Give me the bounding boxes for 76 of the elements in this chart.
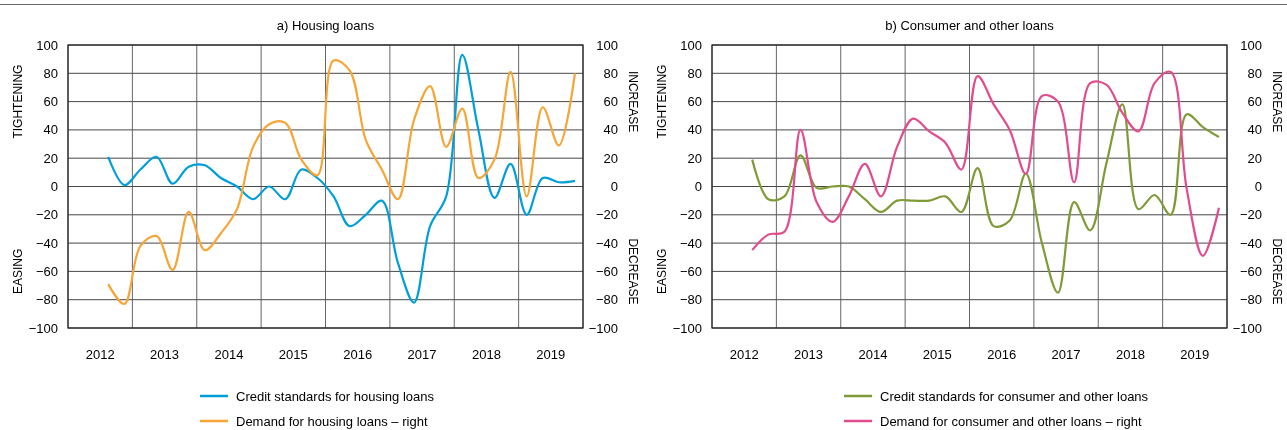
text: TIGHTENING	[655, 64, 669, 139]
y2-tick-label: −80	[595, 292, 618, 308]
y2-tick-label: 80	[1247, 65, 1262, 81]
y2-tick-label: −100	[588, 320, 618, 336]
legend-label: Demand for consumer and other loans – right	[880, 413, 1142, 429]
y-tick-label: 80	[687, 65, 702, 81]
x-tick-label: 2015	[922, 347, 952, 362]
y-tick-label: −20	[679, 207, 702, 223]
y-tick-label: −80	[35, 292, 58, 308]
y-tick-label: 60	[687, 94, 702, 110]
y2-tick-label: −40	[595, 235, 618, 251]
y-tick-label: 0	[50, 179, 58, 194]
y2-tick-label: 0	[610, 179, 618, 194]
x-tick-label: 2012	[85, 347, 115, 362]
y-tick-label: 100	[36, 37, 58, 53]
y-tick-label: 0	[694, 179, 702, 194]
y-tick-label: −100	[28, 320, 58, 336]
text: EASING	[655, 248, 669, 295]
y-tick-label: −20	[35, 207, 58, 223]
y2-tick-label: −20	[1239, 207, 1262, 223]
y-tick-label: −60	[35, 263, 58, 279]
y-tick-label: 40	[687, 122, 702, 138]
text: TIGHTENING	[11, 64, 25, 139]
y-tick-label: −40	[679, 235, 702, 251]
y-tick-label: −60	[679, 263, 702, 279]
text: DECREASE	[1270, 238, 1284, 305]
y-tick-label: −100	[672, 320, 702, 336]
line-series	[751, 70, 1221, 257]
y2-tick-label: 60	[603, 94, 618, 110]
x-tick-label: 2015	[278, 347, 308, 362]
y2-tick-label: −80	[1239, 292, 1262, 308]
chart-title: b) Consumer and other loans	[885, 18, 1055, 33]
x-tick-label: 2014	[858, 347, 888, 362]
y2-tick-label: −60	[595, 263, 618, 279]
text: INCREASE	[626, 70, 640, 133]
text: EASING	[11, 248, 25, 295]
y2-tick-label: −60	[1239, 263, 1262, 279]
y2-tick-label: 40	[1247, 122, 1262, 138]
y-tick-label: 20	[43, 150, 58, 166]
x-tick-label: 2013	[150, 347, 180, 362]
y2-tick-label: 20	[1247, 150, 1262, 166]
text: DECREASE	[626, 238, 640, 305]
y2-tick-label: 40	[603, 122, 618, 138]
x-tick-label: 2016	[343, 347, 373, 362]
y-tick-label: −80	[679, 292, 702, 308]
x-tick-label: 2019	[1180, 347, 1210, 362]
y-tick-label: −40	[35, 235, 58, 251]
legend-label: Credit standards for consumer and other loans	[880, 388, 1149, 404]
x-tick-label: 2014	[214, 347, 244, 362]
y2-tick-label: 60	[1247, 94, 1262, 110]
x-tick-label: 2019	[536, 347, 566, 362]
legend-label: Demand for housing loans – right	[236, 413, 428, 429]
x-tick-label: 2018	[471, 347, 501, 362]
y2-tick-label: 20	[603, 150, 618, 166]
y2-tick-label: 0	[1254, 179, 1262, 194]
y-tick-label: 40	[43, 122, 58, 138]
y2-tick-label: 100	[596, 37, 618, 53]
x-tick-label: 2013	[794, 347, 824, 362]
y2-tick-label: −100	[1232, 320, 1262, 336]
y2-tick-label: −20	[595, 207, 618, 223]
chart-title: a) Housing loans	[276, 18, 375, 33]
y2-tick-label: −40	[1239, 235, 1262, 251]
x-tick-label: 2018	[1115, 347, 1145, 362]
legend-label: Credit standards for housing loans	[236, 388, 435, 404]
x-tick-label: 2017	[407, 347, 437, 362]
text: INCREASE	[1270, 70, 1284, 133]
x-tick-label: 2012	[729, 347, 759, 362]
y2-tick-label: 100	[1240, 37, 1262, 53]
line-series	[751, 103, 1221, 294]
y2-tick-label: 80	[603, 65, 618, 81]
y-tick-label: 20	[687, 150, 702, 166]
y-tick-label: 80	[43, 65, 58, 81]
x-tick-label: 2016	[987, 347, 1017, 362]
x-tick-label: 2017	[1051, 347, 1081, 362]
y-tick-label: 100	[680, 37, 702, 53]
y-tick-label: 60	[43, 94, 58, 110]
